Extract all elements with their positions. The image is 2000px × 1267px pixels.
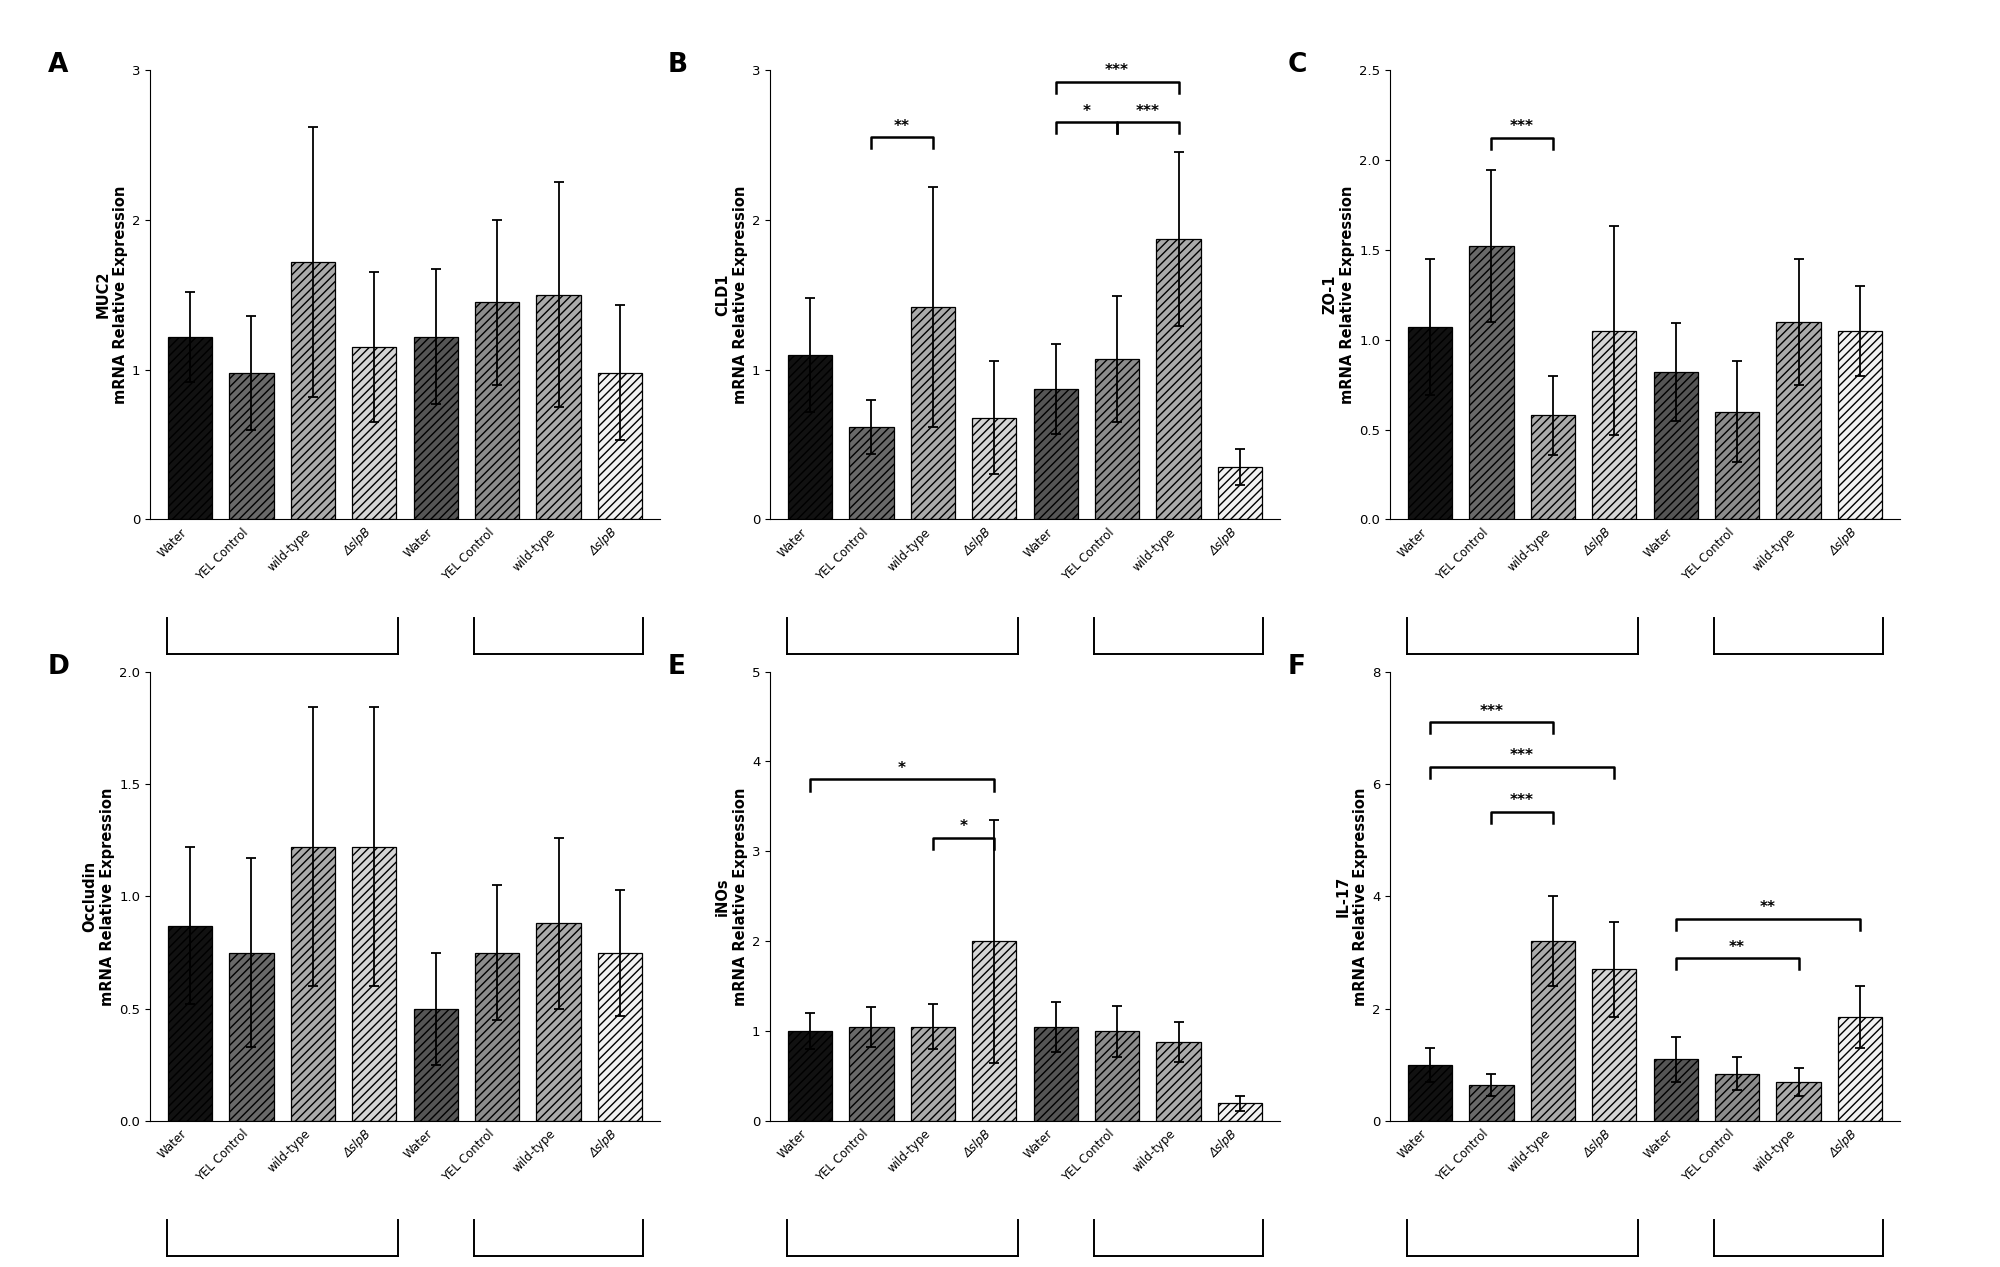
Bar — [352, 846, 396, 1121]
Bar — [536, 924, 580, 1121]
Text: ***: *** — [1510, 793, 1534, 808]
Text: ***: *** — [1480, 703, 1504, 718]
Bar — [910, 1026, 954, 1121]
Bar — [414, 1009, 458, 1121]
Text: D: D — [48, 654, 70, 679]
Y-axis label: Occludin
mRNA Relative Expression: Occludin mRNA Relative Expression — [82, 787, 114, 1006]
Text: 5-FU: 5-FU — [542, 682, 574, 696]
Bar — [352, 347, 396, 519]
Bar — [1408, 1066, 1452, 1121]
Text: ***: *** — [1510, 749, 1534, 764]
Text: *: * — [898, 761, 906, 775]
Bar — [1156, 1043, 1200, 1121]
Y-axis label: IL-17
mRNA Relative Expression: IL-17 mRNA Relative Expression — [1336, 787, 1368, 1006]
Text: **: ** — [894, 119, 910, 133]
Bar — [1034, 1026, 1078, 1121]
Text: Saline: Saline — [1500, 682, 1544, 696]
Bar — [1838, 1017, 1882, 1121]
Bar — [1592, 331, 1636, 519]
Bar — [1776, 1082, 1820, 1121]
Bar — [414, 337, 458, 519]
Bar — [1716, 412, 1760, 519]
Text: Saline: Saline — [260, 682, 304, 696]
Bar — [1218, 468, 1262, 519]
Bar — [910, 307, 954, 519]
Bar — [476, 953, 520, 1121]
Text: *: * — [960, 820, 968, 835]
Bar — [1716, 1073, 1760, 1121]
Bar — [1654, 1059, 1698, 1121]
Bar — [1776, 322, 1820, 519]
Bar — [1034, 389, 1078, 519]
Bar — [1218, 1104, 1262, 1121]
Text: **: ** — [1760, 901, 1776, 915]
Bar — [850, 1026, 894, 1121]
Bar — [788, 1031, 832, 1121]
Bar — [290, 261, 334, 519]
Bar — [230, 953, 274, 1121]
Bar — [230, 372, 274, 519]
Y-axis label: CLD1
mRNA Relative Expression: CLD1 mRNA Relative Expression — [716, 185, 748, 404]
Bar — [1530, 416, 1574, 519]
Bar — [598, 953, 642, 1121]
Bar — [1592, 969, 1636, 1121]
Bar — [1530, 941, 1574, 1121]
Text: *: * — [1082, 104, 1090, 119]
Y-axis label: ZO-1
mRNA Relative Expression: ZO-1 mRNA Relative Expression — [1322, 185, 1354, 404]
Bar — [1408, 327, 1452, 519]
Text: C: C — [1288, 52, 1308, 77]
Bar — [1096, 359, 1140, 519]
Text: ***: *** — [1510, 119, 1534, 134]
Text: E: E — [668, 654, 686, 679]
Text: ***: *** — [1106, 63, 1130, 79]
Bar — [1096, 1031, 1140, 1121]
Bar — [168, 926, 212, 1121]
Bar — [1470, 1085, 1514, 1121]
Bar — [972, 941, 1016, 1121]
Bar — [536, 295, 580, 519]
Bar — [972, 418, 1016, 519]
Bar — [598, 372, 642, 519]
Text: 5-FU: 5-FU — [1782, 682, 1814, 696]
Bar — [1654, 372, 1698, 519]
Text: 5-FU: 5-FU — [1162, 682, 1194, 696]
Y-axis label: iNOs
mRNA Relative Expression: iNOs mRNA Relative Expression — [716, 787, 748, 1006]
Bar — [1470, 246, 1514, 519]
Bar — [1156, 239, 1200, 519]
Text: **: ** — [1730, 940, 1746, 954]
Text: Saline: Saline — [880, 682, 924, 696]
Text: ***: *** — [1136, 104, 1160, 119]
Y-axis label: MUC2
mRNA Relative Expression: MUC2 mRNA Relative Expression — [96, 185, 128, 404]
Bar — [850, 427, 894, 519]
Text: F: F — [1288, 654, 1306, 679]
Bar — [476, 302, 520, 519]
Bar — [1838, 331, 1882, 519]
Bar — [788, 355, 832, 519]
Text: B: B — [668, 52, 688, 77]
Text: A: A — [48, 52, 68, 77]
Bar — [290, 846, 334, 1121]
Bar — [168, 337, 212, 519]
